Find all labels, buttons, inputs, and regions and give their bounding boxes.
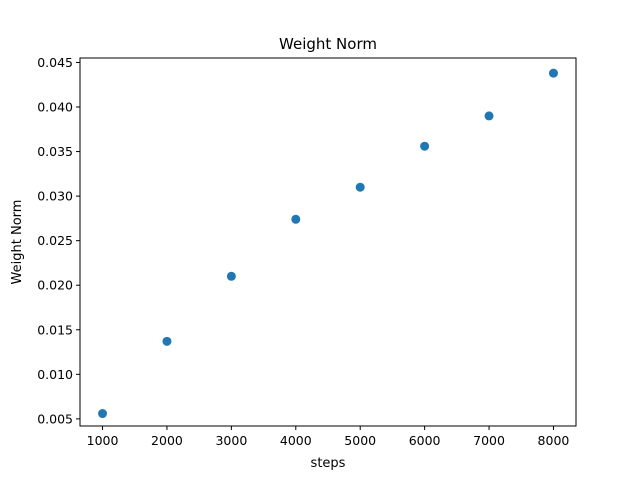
x-tick-label: 7000 xyxy=(473,433,505,448)
y-tick-label: 0.020 xyxy=(37,278,73,293)
y-tick-label: 0.010 xyxy=(37,367,73,382)
data-point xyxy=(162,336,172,346)
x-tick-label: 2000 xyxy=(151,433,183,448)
y-tick-label: 0.015 xyxy=(37,322,73,337)
y-tick-label: 0.035 xyxy=(37,144,73,159)
x-tick-label: 3000 xyxy=(215,433,247,448)
data-point xyxy=(355,182,365,192)
data-points xyxy=(98,68,558,419)
data-point xyxy=(98,409,108,419)
x-tick-label: 6000 xyxy=(409,433,441,448)
data-point xyxy=(548,68,558,78)
x-tick-label: 8000 xyxy=(538,433,570,448)
chart-title: Weight Norm xyxy=(279,35,377,53)
y-tick-label: 0.045 xyxy=(37,55,73,70)
plot-frame xyxy=(79,57,577,427)
y-tick-label: 0.040 xyxy=(37,100,73,115)
y-axis-label: Weight Norm xyxy=(10,200,25,285)
x-tick-label: 4000 xyxy=(280,433,312,448)
y-tick-label: 0.030 xyxy=(37,189,73,204)
x-tick-label: 5000 xyxy=(344,433,376,448)
x-tick-label: 1000 xyxy=(87,433,119,448)
data-point xyxy=(484,111,494,121)
y-axis-ticks: 0.005 0.010 0.015 0.020 0.025 0.030 0.035 0.040… xyxy=(37,55,80,426)
data-point xyxy=(226,271,236,281)
data-point xyxy=(291,214,301,224)
data-point xyxy=(420,141,430,151)
y-tick-label: 0.005 xyxy=(37,411,73,426)
x-axis-ticks: 1000 2000 3000 4000 5000 6000 7000 8000 xyxy=(87,426,570,448)
y-tick-label: 0.025 xyxy=(37,233,73,248)
x-axis-label: steps xyxy=(311,456,346,471)
